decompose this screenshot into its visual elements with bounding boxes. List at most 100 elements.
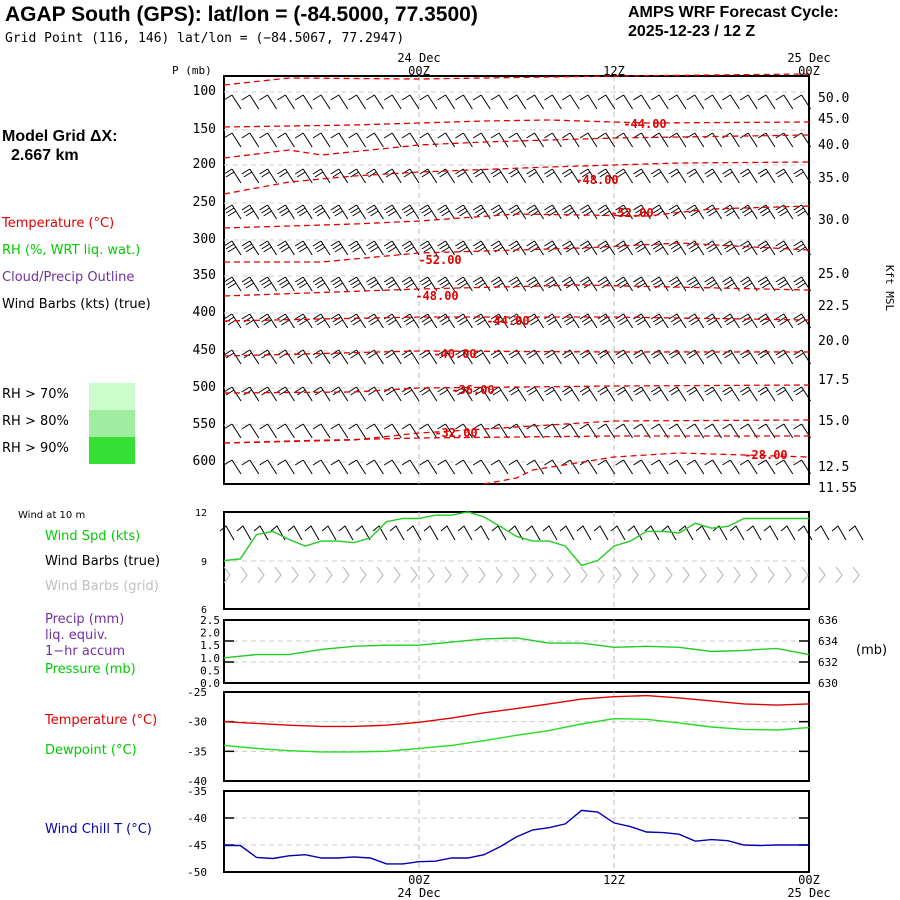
barb-flag xyxy=(476,319,486,326)
barb-staff xyxy=(249,423,260,439)
barb-flag xyxy=(494,319,504,326)
barb-flag xyxy=(635,279,644,286)
barb-staff xyxy=(302,204,313,220)
barb-flag xyxy=(704,386,713,393)
barb-flag xyxy=(455,276,464,283)
barb-staff xyxy=(605,386,616,402)
barb-staff xyxy=(801,204,812,220)
rh80-swatch xyxy=(89,410,135,437)
wind-barb xyxy=(561,313,580,329)
barb-flag xyxy=(706,279,715,286)
barb-flag xyxy=(366,349,375,356)
barb-flag xyxy=(795,243,804,250)
wind-barb xyxy=(366,386,384,402)
barb-flag xyxy=(722,276,731,283)
barb-flag xyxy=(757,276,767,283)
barb-true-shape xyxy=(372,525,388,541)
barb-flag xyxy=(419,94,429,101)
barb-staff xyxy=(284,168,295,184)
temperature-contour xyxy=(483,452,810,485)
barb-flag xyxy=(508,276,518,283)
wind-barb xyxy=(579,168,598,184)
wind-barb xyxy=(241,349,260,365)
barb-flag xyxy=(298,210,308,217)
wind-barb xyxy=(704,386,723,402)
barb-staff xyxy=(569,459,580,475)
barb-grid-shape xyxy=(852,566,860,584)
wind-barb xyxy=(490,313,509,329)
barb-staff xyxy=(569,276,580,292)
barb-flag xyxy=(617,243,626,250)
legend-dewpoint: Dewpoint (°C) xyxy=(45,743,137,758)
wind-barb xyxy=(508,94,527,110)
barb-staff xyxy=(676,386,687,402)
barb-flag xyxy=(296,279,306,286)
barb-flag xyxy=(263,319,272,326)
barb-flag xyxy=(294,132,304,139)
wind-barb xyxy=(366,313,384,329)
barb-staff xyxy=(302,276,313,292)
wind-barb xyxy=(775,94,794,110)
barb-flag xyxy=(510,352,520,359)
barb-flag xyxy=(296,352,306,359)
temperature-line xyxy=(223,694,810,728)
barb-true-shape xyxy=(287,525,303,541)
barb-flag xyxy=(563,389,573,396)
barb-flag xyxy=(366,459,375,466)
wind-barb xyxy=(419,204,438,220)
barb-flag xyxy=(704,94,713,101)
top-time-hour-label: 12Z xyxy=(603,64,625,78)
barb-staff xyxy=(445,94,456,110)
barb-staff xyxy=(658,204,669,220)
barb-flag xyxy=(261,207,270,214)
wind-barb xyxy=(259,132,278,148)
wind-barb-grid xyxy=(852,566,860,584)
barb-staff xyxy=(249,132,260,148)
barb-flag xyxy=(743,210,753,217)
barb-staff xyxy=(640,132,651,148)
wind-barb-true xyxy=(678,525,694,541)
barb-flag xyxy=(223,349,233,356)
barb-flag xyxy=(439,316,448,323)
barb-flag xyxy=(686,276,696,283)
temperature-contour xyxy=(223,316,810,322)
barb-flag xyxy=(617,389,626,396)
barb-staff xyxy=(640,313,651,329)
barb-flag xyxy=(401,423,411,430)
wind-barb xyxy=(401,94,420,110)
wind-barb xyxy=(615,240,634,256)
barb-flag xyxy=(635,243,644,250)
contour-label: -44.00 xyxy=(623,117,666,131)
barb-flag xyxy=(437,459,446,466)
barb-flag xyxy=(652,389,662,396)
barb-flag xyxy=(757,459,767,466)
barb-flag xyxy=(457,389,466,396)
barb-grid-shape xyxy=(223,566,231,584)
barb-true-shape xyxy=(508,525,524,541)
barb-flag xyxy=(421,243,431,250)
barb-flag xyxy=(797,319,806,326)
barb-staff xyxy=(712,313,723,329)
wind-barb-grid xyxy=(699,566,707,584)
top-time-day-label: 24 Dec xyxy=(397,51,440,65)
barb-flag xyxy=(314,279,324,286)
wind-barb xyxy=(757,168,776,184)
barb-flag xyxy=(490,168,500,175)
barb-staff xyxy=(676,459,687,475)
barb-flag xyxy=(508,132,518,139)
barb-staff xyxy=(569,94,580,110)
barb-flag xyxy=(459,246,468,253)
barb-true-shape xyxy=(491,525,507,541)
wind-barb-true xyxy=(661,525,677,541)
barb-flag xyxy=(277,94,286,101)
barb-flag xyxy=(294,168,304,175)
barb-flag xyxy=(259,276,268,283)
wind-barb xyxy=(579,204,598,220)
wind-barb xyxy=(561,168,580,184)
contour-label: -28.00 xyxy=(744,448,787,462)
barb-flag xyxy=(652,207,662,214)
barb-flag xyxy=(777,171,787,178)
barb-flag xyxy=(670,171,680,178)
barb-flag xyxy=(314,352,324,359)
legend-barbs-true: Wind Barbs (true) xyxy=(45,554,161,569)
